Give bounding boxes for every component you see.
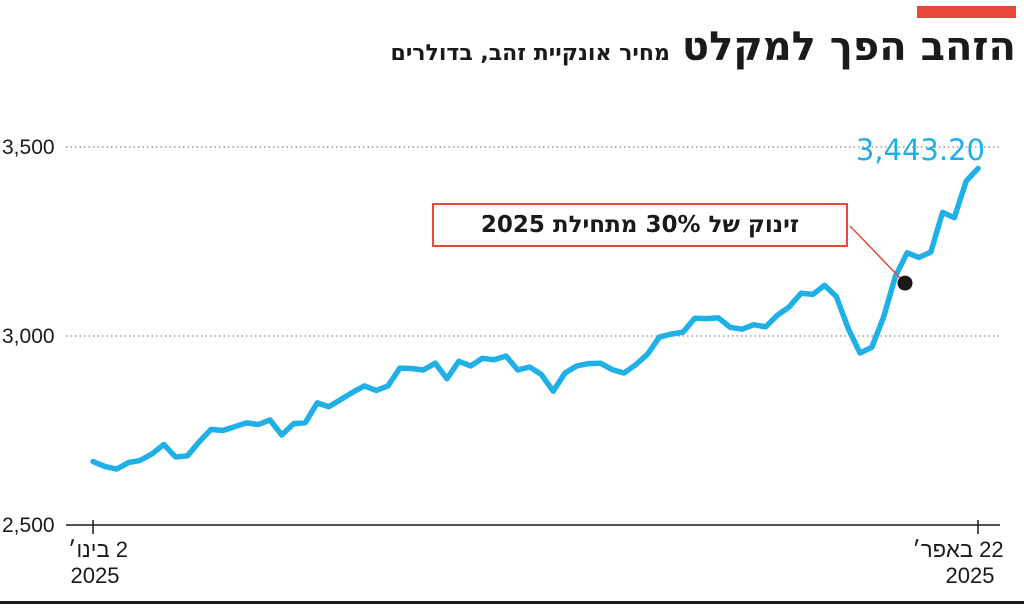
header: הזהב הפך למקלט מחיר אונקיית זהב, בדולרים	[391, 24, 1017, 70]
x-tick-label-start-year: 2025	[71, 563, 120, 588]
last-value-label: 3,443.20	[856, 133, 985, 167]
y-tick-label: 2,500	[2, 514, 55, 537]
series-line	[90, 165, 981, 472]
y-tick-label: 3,000	[2, 325, 55, 348]
chart-subtitle: מחיר אונקיית זהב, בדולרים	[390, 41, 670, 66]
annotation-marker	[897, 275, 913, 291]
x-tick-label-start: 2 בינו׳	[68, 537, 128, 562]
x-tick-label-end-year: 2025	[946, 563, 995, 588]
y-tick-label: 3,500	[2, 136, 55, 159]
annotation-box: זינוק של 30% מתחילת 2025	[432, 203, 848, 247]
chart-title: הזהב הפך למקלט	[681, 24, 1016, 70]
accent-bar	[917, 6, 1016, 18]
annotation-leader	[849, 225, 906, 284]
footer-rule	[0, 601, 1024, 604]
x-tick-label-end: 22 באפר׳	[912, 537, 1003, 562]
